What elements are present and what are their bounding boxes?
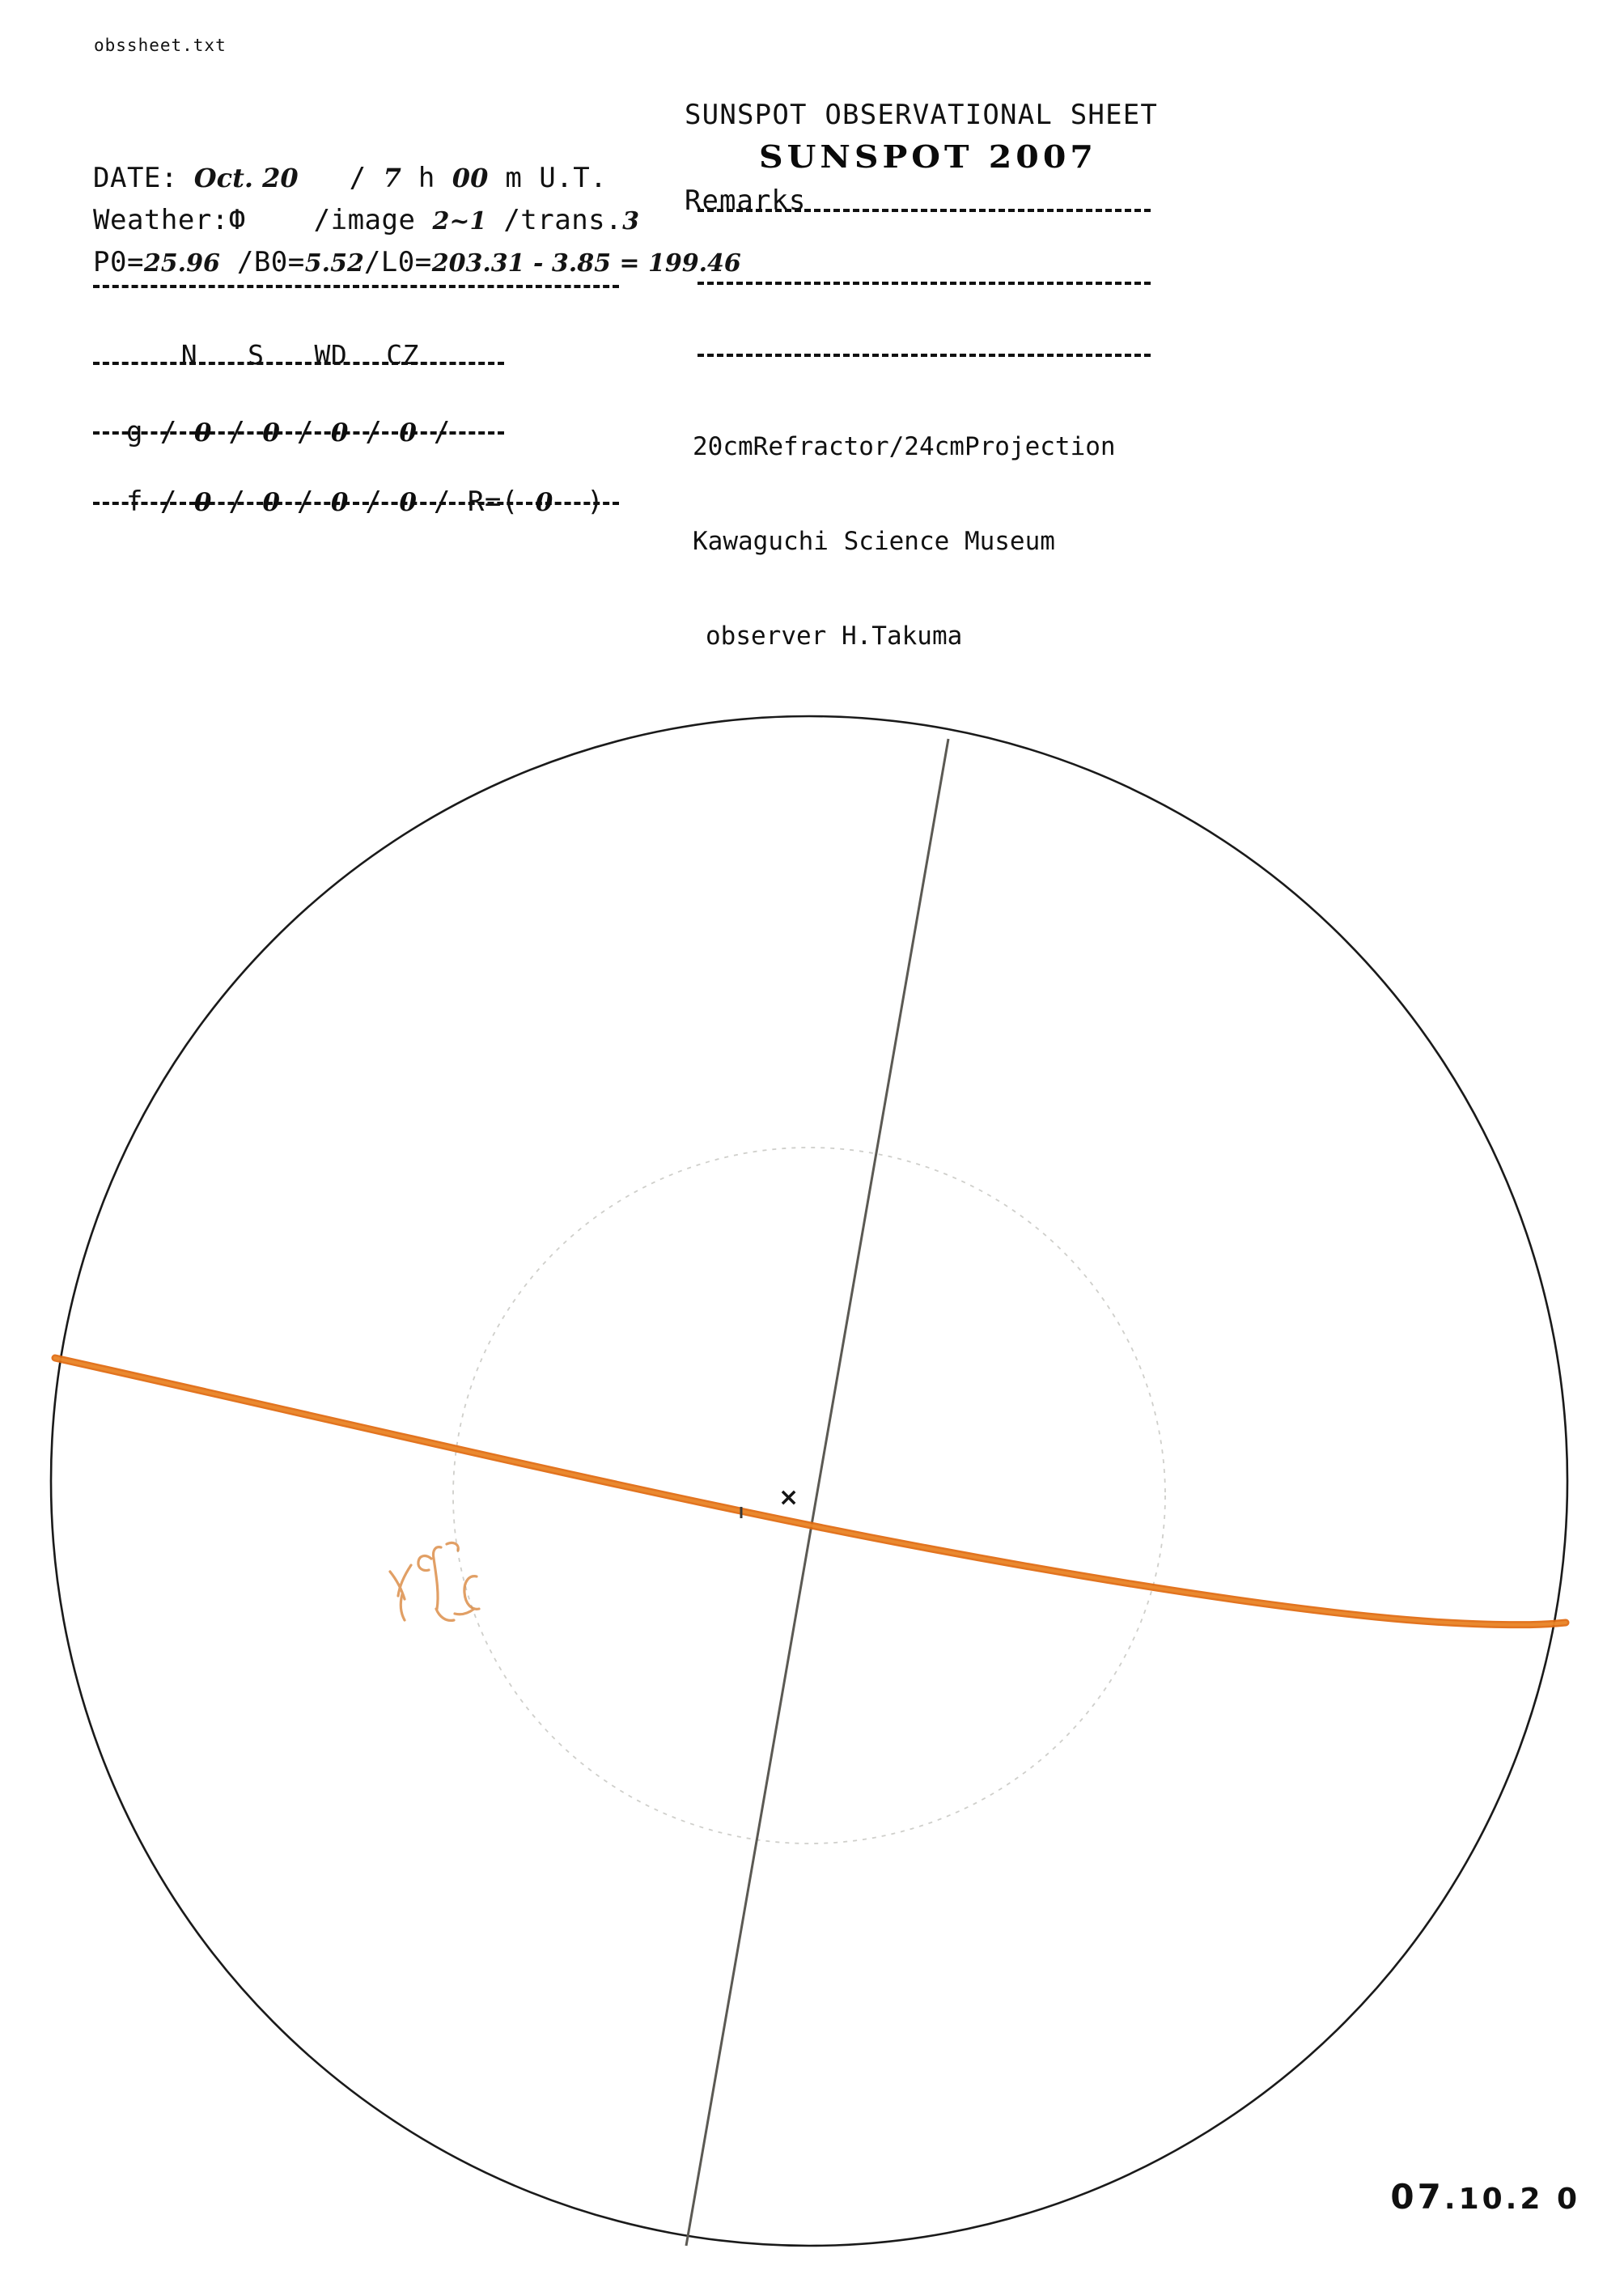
l0-label: /L0= bbox=[363, 246, 432, 278]
time-minute-value: 00 bbox=[452, 163, 489, 193]
f-cz-value: 0 bbox=[399, 488, 417, 517]
p0-value: 25.96 bbox=[143, 249, 220, 278]
trans-value: 3 bbox=[622, 207, 639, 235]
column-header-cz: CZ bbox=[386, 339, 419, 371]
date-value: Oct. 20 bbox=[193, 163, 299, 193]
image-label: /image bbox=[313, 204, 416, 236]
stamp-wrapper: SUNSPOT 2007 bbox=[685, 138, 1158, 176]
observation-data-block: DATE: Oct. 20 / 7 h 00 m U.T. Weather:Ф … bbox=[93, 162, 741, 288]
r-close: ) bbox=[587, 486, 604, 518]
time-hour-unit: h bbox=[418, 162, 435, 194]
r-label: R=( bbox=[467, 486, 519, 518]
date-stamp: 07.10.2 0 bbox=[1390, 2177, 1580, 2217]
date-stamp-sep-1: . bbox=[1444, 2183, 1459, 2216]
column-header-s: S bbox=[248, 339, 265, 371]
left-rule-2 bbox=[93, 362, 504, 365]
time-hour-value: 7 bbox=[383, 163, 401, 193]
row-label-f: f bbox=[125, 486, 143, 518]
sheet-header: SUNSPOT OBSERVATIONAL SHEET SUNSPOT 2007… bbox=[685, 99, 1158, 217]
p0-label: P0= bbox=[93, 246, 144, 278]
b0-value: 5.52 bbox=[304, 249, 364, 278]
date-separator: / bbox=[349, 162, 367, 194]
g-row-trailing: / bbox=[433, 416, 451, 448]
institution-line: Kawaguchi Science Museum bbox=[693, 527, 1055, 556]
weather-value: Ф bbox=[228, 204, 246, 236]
time-minute-unit: m bbox=[505, 162, 523, 194]
f-wd-value: 0 bbox=[330, 488, 349, 517]
solar-disk-drawing: × bbox=[49, 715, 1570, 2247]
l0-value: 203.31 - 3.85 = 199.46 bbox=[431, 249, 741, 278]
f-n-value: 0 bbox=[193, 488, 212, 517]
g-wd-value: 0 bbox=[330, 418, 349, 448]
remarks-label: Remarks bbox=[685, 185, 807, 217]
f-s-value: 0 bbox=[262, 488, 280, 517]
date-row: DATE: Oct. 20 / 7 h 00 m U.T. bbox=[93, 162, 741, 204]
row-label-g: g bbox=[125, 416, 143, 448]
b0-label: /B0= bbox=[236, 246, 305, 278]
date-label: DATE: bbox=[93, 162, 178, 194]
equipment-block: 20cmRefractor/24cmProjection Kawaguchi S… bbox=[693, 368, 1116, 684]
pencil-annotation bbox=[388, 1541, 481, 1622]
g-n-value: 0 bbox=[193, 418, 212, 448]
date-stamp-year: 07 bbox=[1390, 2177, 1444, 2217]
date-stamp-day: 2 0 bbox=[1520, 2183, 1580, 2216]
column-header-n: N bbox=[180, 339, 198, 371]
sunspot-year-stamp: SUNSPOT 2007 bbox=[759, 138, 1097, 176]
weather-row: Weather:Ф /image 2~1 /trans.3 bbox=[93, 204, 741, 246]
rotation-axis-line bbox=[685, 738, 950, 2247]
observer-line: observer H.Takuma bbox=[706, 622, 963, 651]
g-s-value: 0 bbox=[262, 418, 280, 448]
table-row-g: g / 0 / 0 / 0 / 0 / bbox=[125, 416, 451, 448]
remarks-rule-2 bbox=[698, 282, 1151, 285]
remarks-rule-1 bbox=[698, 209, 1151, 212]
filename-caption: obssheet.txt bbox=[94, 36, 227, 55]
inner-guide-circle bbox=[452, 1147, 1166, 1844]
remarks-rule-3 bbox=[698, 354, 1151, 357]
solar-equator-line-highlight bbox=[53, 1356, 1567, 1627]
left-rule-1 bbox=[93, 285, 619, 288]
r-value: 0 bbox=[535, 488, 553, 517]
g-cz-value: 0 bbox=[399, 418, 417, 448]
time-zone-label: U.T. bbox=[539, 162, 608, 194]
disk-center-marker: × bbox=[778, 1483, 799, 1512]
page-title: SUNSPOT OBSERVATIONAL SHEET bbox=[685, 99, 1159, 131]
solar-disk-outline bbox=[49, 715, 1569, 2247]
trans-label: /trans. bbox=[503, 204, 623, 236]
date-stamp-sep-2: . bbox=[1505, 2183, 1520, 2216]
instrument-line: 20cmRefractor/24cmProjection bbox=[693, 432, 1116, 461]
left-rule-4 bbox=[93, 502, 619, 505]
date-stamp-month: 10 bbox=[1458, 2183, 1506, 2216]
weather-label: Weather: bbox=[93, 204, 229, 236]
column-header-wd: WD bbox=[314, 339, 348, 371]
solar-equator-line bbox=[51, 1354, 1570, 1629]
image-value: 2~1 bbox=[432, 207, 487, 235]
coordinates-row: P0=25.96 /B0=5.52/L0=203.31 - 3.85 = 199… bbox=[93, 246, 741, 288]
table-row-f: f / 0 / 0 / 0 / 0 / R=( 0 ) bbox=[125, 486, 604, 518]
counts-column-headers: N S WD CZ bbox=[93, 308, 419, 371]
left-rule-3 bbox=[93, 431, 504, 435]
